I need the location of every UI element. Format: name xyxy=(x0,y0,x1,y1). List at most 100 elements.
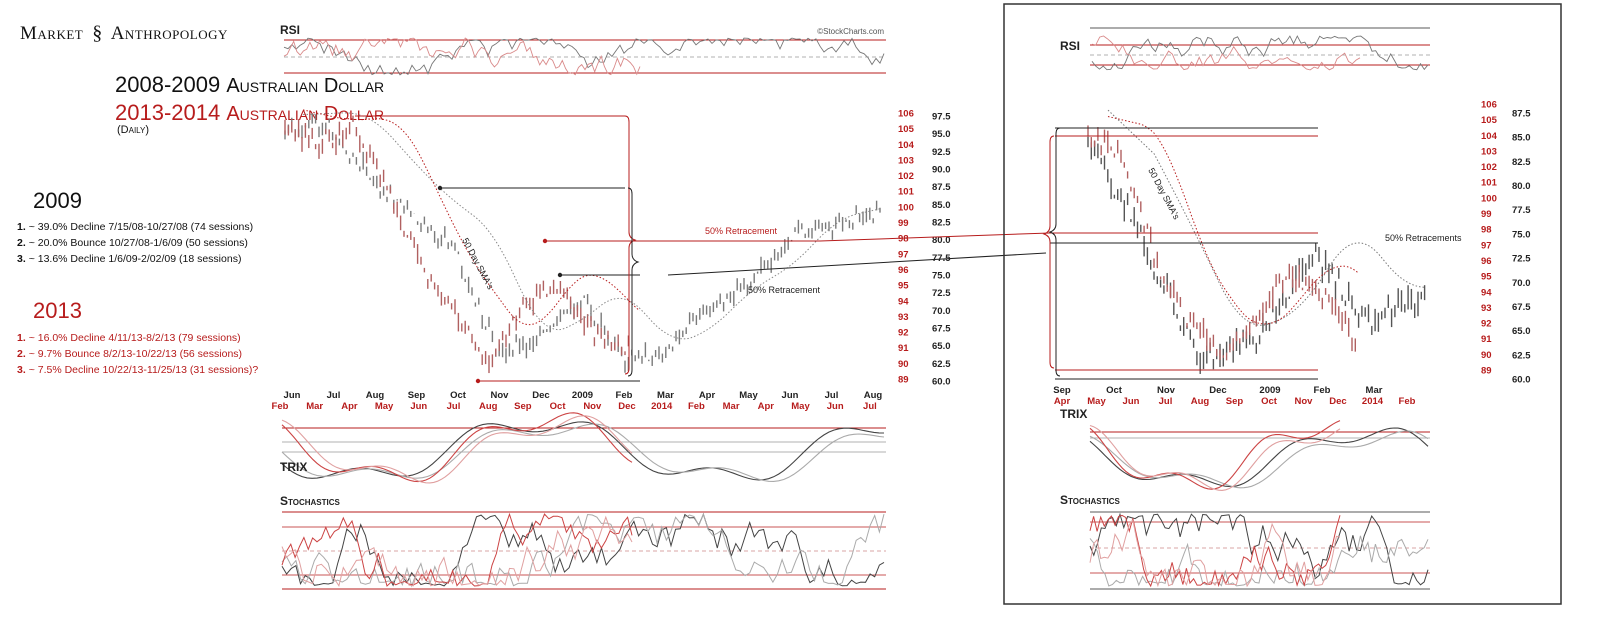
left-retrace-top-marker xyxy=(437,185,443,191)
right-xtick-black-5: Feb xyxy=(1314,385,1331,396)
right-trix-2013-slow xyxy=(1089,424,1341,491)
left-xtick-red-2: Apr xyxy=(341,401,358,412)
left-ytick-red-9: 97 xyxy=(898,249,909,260)
left-ytick-black-10: 72.5 xyxy=(932,288,951,299)
right-ytick-red-0: 106 xyxy=(1481,100,1497,111)
left-xtick-red-11: 2014 xyxy=(651,401,673,412)
right-xtick-red-1: May xyxy=(1087,396,1106,407)
right-ytick-red-7: 99 xyxy=(1481,209,1492,220)
right-ytick-red-4: 102 xyxy=(1481,162,1497,173)
right-stoch-2013-d xyxy=(1089,518,1341,588)
title-2008-2009: 2008-2009 Australian Dollar xyxy=(115,72,384,98)
right-bracket-2008 xyxy=(1048,127,1061,377)
right-sma-2013 xyxy=(1107,116,1360,325)
right-rsi-line-2013 xyxy=(1091,35,1361,71)
left-retrace-label-2013: 50% Retracement xyxy=(705,226,778,236)
left-sma-2008 xyxy=(302,112,882,340)
left-xtick-red-12: Feb xyxy=(688,401,705,412)
left-xtick-red-10: Dec xyxy=(618,401,635,412)
left-ytick-red-13: 93 xyxy=(898,312,909,323)
right-ytick-red-12: 94 xyxy=(1481,287,1492,298)
right-xtick-red-4: Aug xyxy=(1191,396,1210,407)
right-rsi-label: RSI xyxy=(1060,39,1080,53)
right-ytick-red-16: 90 xyxy=(1481,350,1492,361)
left-ytick-red-15: 91 xyxy=(898,343,909,354)
brand-right: Anthropology xyxy=(110,23,228,44)
note-2009-2: 2. ~ 20.0% Bounce 10/27/08-1/6/09 (50 se… xyxy=(17,237,248,249)
subtitle-daily: (Daily) xyxy=(117,124,150,136)
left-xtick-black-4: Oct xyxy=(450,390,467,401)
left-ytick-black-1: 95.0 xyxy=(932,129,951,140)
right-ytick-black-8: 67.5 xyxy=(1512,302,1531,313)
title-years-2008: 2008-2009 xyxy=(115,72,221,97)
right-ytick-black-1: 85.0 xyxy=(1512,133,1531,144)
right-ytick-red-5: 101 xyxy=(1481,178,1498,189)
source-credit: ©StockCharts.com xyxy=(817,27,884,36)
left-stoch-2013-k xyxy=(281,512,633,587)
right-ytick-black-9: 65.0 xyxy=(1512,326,1531,337)
left-ytick-red-10: 96 xyxy=(898,265,909,276)
left-ytick-black-7: 80.0 xyxy=(932,235,951,246)
left-xtick-black-14: Aug xyxy=(864,390,883,401)
left-ytick-black-5: 85.0 xyxy=(932,200,951,211)
left-xtick-red-4: Jun xyxy=(410,401,427,412)
left-ytick-red-8: 98 xyxy=(898,234,909,245)
left-xtick-black-13: Jul xyxy=(825,390,839,401)
left-stoch-label: Stochastics xyxy=(280,494,341,508)
left-trix-2008-slow xyxy=(281,423,885,482)
right-ytick-black-6: 72.5 xyxy=(1512,254,1531,265)
right-ytick-red-3: 103 xyxy=(1481,146,1497,157)
connector-red xyxy=(819,232,1051,242)
left-sma-2013 xyxy=(302,109,640,326)
left-ytick-black-15: 60.0 xyxy=(932,377,951,388)
left-xtick-red-3: May xyxy=(375,401,394,412)
left-ytick-black-14: 62.5 xyxy=(932,359,951,370)
left-xtick-black-6: Dec xyxy=(532,390,549,401)
left-sma-annotation: 50 Day SMA's xyxy=(460,236,496,291)
left-xtick-black-9: Mar xyxy=(657,390,674,401)
left-ytick-black-12: 67.5 xyxy=(932,324,951,335)
right-ytick-red-8: 98 xyxy=(1481,225,1492,236)
left-xtick-red-15: May xyxy=(791,401,810,412)
left-xtick-black-3: Sep xyxy=(408,390,426,401)
note-2009-1: 1. ~ 39.0% Decline 7/15/08-10/27/08 (74 … xyxy=(17,221,254,233)
left-xtick-red-14: Apr xyxy=(758,401,775,412)
left-ytick-red-16: 90 xyxy=(898,359,909,370)
right-ytick-red-15: 91 xyxy=(1481,334,1492,345)
left-ytick-black-0: 97.5 xyxy=(932,112,951,123)
left-trix-label: TRIX xyxy=(280,460,307,474)
left-xtick-black-7: 2009 xyxy=(572,390,593,401)
left-ytick-black-13: 65.0 xyxy=(932,341,951,352)
right-ytick-black-2: 82.5 xyxy=(1512,157,1531,168)
left-stoch-2013-d xyxy=(281,515,633,588)
left-ytick-red-14: 92 xyxy=(898,328,909,339)
left-xtick-red-8: Oct xyxy=(550,401,567,412)
left-ytick-black-9: 75.0 xyxy=(932,271,951,282)
right-ytick-black-11: 60.0 xyxy=(1512,375,1531,386)
right-ytick-red-13: 93 xyxy=(1481,303,1492,314)
right-panel-frame xyxy=(1003,3,1562,605)
left-xtick-black-0: Jun xyxy=(284,390,301,401)
title-name-2008: Australian Dollar xyxy=(226,75,385,97)
right-trix-2008-fast xyxy=(1089,427,1429,488)
right-xtick-red-9: 2014 xyxy=(1362,396,1384,407)
right-xtick-red-0: Apr xyxy=(1054,396,1071,407)
left-retrace-mid-marker xyxy=(542,238,548,244)
right-trix-2008-slow xyxy=(1089,430,1429,489)
left-xtick-red-6: Aug xyxy=(479,401,498,412)
left-rsi-line-2013 xyxy=(283,37,641,76)
left-trix-2013-slow xyxy=(281,415,633,484)
right-xtick-black-1: Oct xyxy=(1106,385,1123,396)
left-ytick-black-3: 90.0 xyxy=(932,165,951,176)
left-retrace-label-2008: 50% Retracement xyxy=(748,285,821,295)
left-ytick-red-2: 104 xyxy=(898,140,915,151)
left-bars-2013 xyxy=(284,115,630,374)
left-xtick-black-10: Apr xyxy=(699,390,716,401)
right-sma-annotation: 50 Day SMA's xyxy=(1146,166,1182,221)
left-xtick-red-1: Mar xyxy=(306,401,323,412)
left-bars-2008 xyxy=(284,113,881,373)
left-bracket-2008 xyxy=(627,187,640,377)
brand-logo: Market § Anthropology xyxy=(20,22,228,45)
left-ytick-black-4: 87.5 xyxy=(932,182,951,193)
